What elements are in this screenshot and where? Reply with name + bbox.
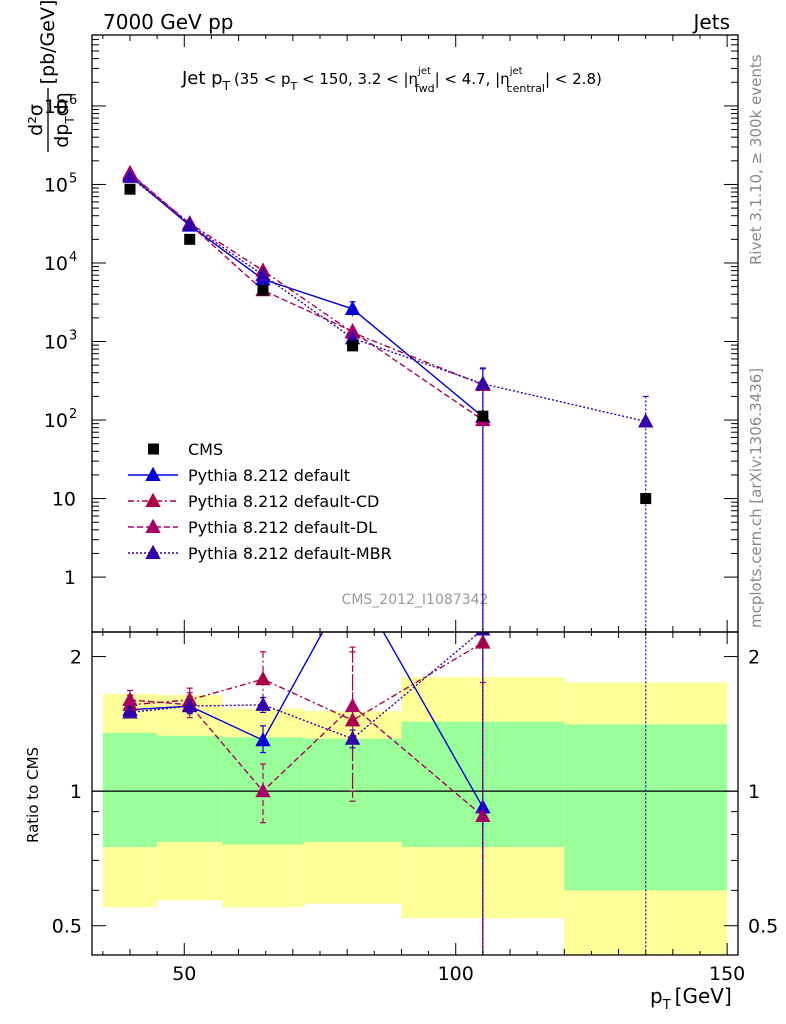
ratio-axis-label: Ratio to CMS bbox=[24, 747, 42, 843]
ratio-tick-label-right: 1 bbox=[748, 781, 760, 803]
main-frame bbox=[91, 34, 739, 633]
ratio-marker-cd bbox=[255, 670, 271, 686]
data-point bbox=[184, 233, 196, 245]
header-right: Jets bbox=[692, 10, 730, 34]
ratio-plot-area bbox=[92, 344, 738, 955]
ratio-marker-mbr bbox=[182, 697, 198, 713]
y-tick-exponent: 3 bbox=[69, 329, 77, 344]
legend-marker-dl bbox=[145, 518, 161, 534]
ratio-band-green bbox=[102, 732, 158, 848]
series-line-default bbox=[129, 174, 484, 418]
y-tick-label: 1 bbox=[64, 567, 76, 589]
data-point bbox=[640, 493, 652, 505]
ratio-frame bbox=[91, 631, 739, 956]
y-tick-exponent: 2 bbox=[69, 407, 77, 422]
ratio-marker-mbr bbox=[255, 696, 271, 711]
ratio-tick-label-left: 2 bbox=[70, 647, 82, 669]
svg-text:[pb/GeV]: [pb/GeV] bbox=[37, 0, 59, 84]
x-tick-label: 50 bbox=[172, 963, 196, 985]
legend-marker-data bbox=[148, 443, 159, 455]
ratio-tick-label-left: 0.5 bbox=[52, 916, 82, 938]
rivet-label: Rivet 3.1.10, ≥ 300k events bbox=[747, 54, 765, 265]
x-tick-label: 150 bbox=[709, 963, 745, 985]
y-axis-label: d²σ dpTdη [pb/GeV] bbox=[25, 0, 77, 152]
ratio-band-green bbox=[157, 735, 223, 842]
series-line-cd bbox=[129, 173, 484, 386]
ratio-marker-dl bbox=[122, 691, 138, 706]
watermark: CMS_2012_I1087342 bbox=[342, 592, 489, 608]
data-point bbox=[124, 183, 136, 195]
data-point bbox=[347, 340, 359, 352]
marker-mbr bbox=[638, 413, 654, 428]
series-line-dl bbox=[129, 172, 484, 421]
ratio-marker-default bbox=[255, 731, 271, 747]
svg-text:d²σ: d²σ bbox=[25, 104, 47, 136]
x-axis-label: pT [GeV] bbox=[650, 984, 732, 1013]
data-point bbox=[257, 284, 269, 296]
legend-marker-default bbox=[145, 466, 161, 482]
ratio-marker-mbr bbox=[122, 704, 138, 719]
marker-default bbox=[344, 300, 361, 315]
mcplots-label: mcplots.cern.ch [arXiv:1306.3436] bbox=[747, 368, 765, 628]
y-tick-exponent: 5 bbox=[69, 171, 77, 186]
ratio-marker-mbr bbox=[638, 344, 653, 358]
ratio-line-mbr bbox=[129, 632, 481, 740]
legend-label-mbr: Pythia 8.212 default-MBR bbox=[188, 544, 392, 563]
ratio-tick-label-right: 0.5 bbox=[748, 916, 778, 938]
marker-mbr bbox=[255, 266, 271, 282]
ratio-tick-label-right: 2 bbox=[748, 647, 760, 669]
y-tick-exponent: 4 bbox=[69, 250, 77, 265]
ratio-marker-default bbox=[345, 570, 360, 584]
header-left: 7000 GeV pp bbox=[103, 10, 234, 34]
ratio-marker-cd bbox=[475, 634, 491, 649]
y-tick-label: 10 bbox=[44, 410, 68, 432]
legend-label-cd: Pythia 8.212 default-CD bbox=[188, 492, 379, 511]
legend-label-data: CMS bbox=[188, 440, 223, 459]
legend-label-default: Pythia 8.212 default bbox=[188, 466, 350, 485]
plot-title: Jet pT (35 < pT < 150, 3.2 < |ηjet fwd| < … bbox=[181, 66, 602, 95]
series-line-mbr bbox=[129, 176, 646, 423]
x-tick-label: 100 bbox=[438, 963, 474, 985]
y-tick-label: 10 bbox=[44, 96, 68, 118]
legend-marker-cd bbox=[145, 492, 161, 508]
ratio-tick-label-left: 1 bbox=[70, 781, 82, 803]
marker-mbr bbox=[122, 168, 138, 183]
y-tick-label: 10 bbox=[52, 489, 76, 511]
main-plot-area bbox=[122, 164, 654, 632]
ratio-marker-mbr bbox=[344, 730, 361, 745]
marker-mbr bbox=[182, 216, 198, 231]
ratio-marker-dl bbox=[255, 782, 271, 798]
ratio-marker-dl bbox=[344, 697, 361, 713]
y-tick-label: 10 bbox=[44, 332, 68, 354]
legend-label-dl: Pythia 8.212 default-DL bbox=[188, 518, 377, 537]
marker-mbr bbox=[475, 375, 491, 390]
svg-text:dpTdη: dpTdη bbox=[51, 92, 77, 148]
data-point bbox=[477, 410, 489, 422]
legend-marker-mbr bbox=[145, 544, 161, 560]
y-tick-exponent: 6 bbox=[69, 93, 77, 108]
y-tick-label: 10 bbox=[44, 253, 68, 275]
y-tick-label: 10 bbox=[44, 174, 68, 196]
